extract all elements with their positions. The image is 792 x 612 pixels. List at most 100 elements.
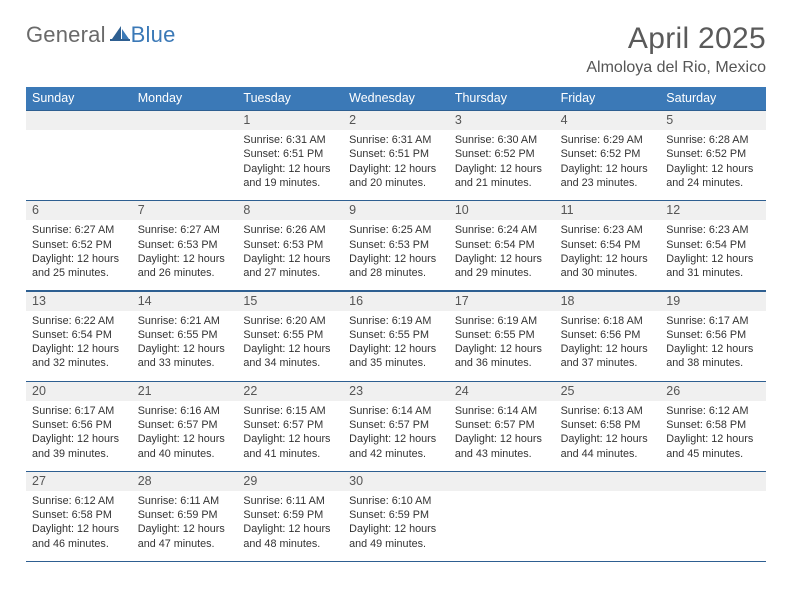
daylight-line: Daylight: 12 hours and 30 minutes. xyxy=(561,252,655,281)
date-number-row: 13141516171819 xyxy=(26,292,766,311)
date-number: 24 xyxy=(449,382,555,401)
sunrise-line: Sunrise: 6:27 AM xyxy=(138,223,232,237)
daylight-line: Daylight: 12 hours and 25 minutes. xyxy=(32,252,126,281)
sunrise-line: Sunrise: 6:30 AM xyxy=(455,133,549,147)
date-cell: Sunrise: 6:26 AMSunset: 6:53 PMDaylight:… xyxy=(237,220,343,290)
sunrise-line: Sunrise: 6:24 AM xyxy=(455,223,549,237)
sunset-line: Sunset: 6:55 PM xyxy=(243,328,337,342)
sunset-line: Sunset: 6:58 PM xyxy=(32,508,126,522)
date-number: 8 xyxy=(237,201,343,220)
week-row: 13141516171819Sunrise: 6:22 AMSunset: 6:… xyxy=(26,290,766,380)
date-number: 15 xyxy=(237,292,343,311)
date-cell: Sunrise: 6:23 AMSunset: 6:54 PMDaylight:… xyxy=(555,220,661,290)
weeks-container: 12345Sunrise: 6:31 AMSunset: 6:51 PMDayl… xyxy=(26,110,766,561)
sunrise-line: Sunrise: 6:23 AM xyxy=(561,223,655,237)
date-number: 13 xyxy=(26,292,132,311)
daylight-line: Daylight: 12 hours and 40 minutes. xyxy=(138,432,232,461)
dow-thursday: Thursday xyxy=(449,87,555,110)
sunrise-line: Sunrise: 6:14 AM xyxy=(349,404,443,418)
date-number: 1 xyxy=(237,111,343,130)
date-number: 10 xyxy=(449,201,555,220)
date-number: 19 xyxy=(660,292,766,311)
date-cell: Sunrise: 6:20 AMSunset: 6:55 PMDaylight:… xyxy=(237,311,343,381)
daylight-line: Daylight: 12 hours and 19 minutes. xyxy=(243,162,337,191)
date-number: 20 xyxy=(26,382,132,401)
date-cell xyxy=(132,130,238,200)
sunrise-line: Sunrise: 6:19 AM xyxy=(455,314,549,328)
date-cell: Sunrise: 6:11 AMSunset: 6:59 PMDaylight:… xyxy=(132,491,238,561)
date-number: 12 xyxy=(660,201,766,220)
sunrise-line: Sunrise: 6:12 AM xyxy=(32,494,126,508)
date-cell: Sunrise: 6:11 AMSunset: 6:59 PMDaylight:… xyxy=(237,491,343,561)
sunset-line: Sunset: 6:54 PM xyxy=(455,238,549,252)
daylight-line: Daylight: 12 hours and 29 minutes. xyxy=(455,252,549,281)
sunrise-line: Sunrise: 6:29 AM xyxy=(561,133,655,147)
sunset-line: Sunset: 6:53 PM xyxy=(138,238,232,252)
daylight-line: Daylight: 12 hours and 43 minutes. xyxy=(455,432,549,461)
header-right: April 2025 Almoloya del Rio, Mexico xyxy=(586,22,766,77)
date-body-row: Sunrise: 6:17 AMSunset: 6:56 PM Daylight:… xyxy=(26,401,766,471)
sunrise-line: Sunrise: 6:28 AM xyxy=(666,133,760,147)
sunrise-line: Sunrise: 6:23 AM xyxy=(666,223,760,237)
date-number: 7 xyxy=(132,201,238,220)
week-row: 27282930Sunrise: 6:12 AMSunset: 6:58 PMD… xyxy=(26,471,766,561)
sunset-line: Sunset: 6:55 PM xyxy=(349,328,443,342)
date-body-row: Sunrise: 6:27 AMSunset: 6:52 PMDaylight:… xyxy=(26,220,766,290)
brand-logo: General Blue xyxy=(26,22,176,48)
sunset-line: Sunset: 6:56 PM xyxy=(32,418,126,432)
daylight-line: Daylight: 12 hours and 21 minutes. xyxy=(455,162,549,191)
sunrise-line: Sunrise: 6:31 AM xyxy=(243,133,337,147)
daylight-line: Daylight: 12 hours and 27 minutes. xyxy=(243,252,337,281)
sunrise-line: Sunrise: 6:17 AM xyxy=(32,404,126,418)
daylight-line: Daylight: 12 hours and 20 minutes. xyxy=(349,162,443,191)
daylight-line: Daylight: 12 hours and 33 minutes. xyxy=(138,342,232,371)
sunset-line: Sunset: 6:54 PM xyxy=(561,238,655,252)
date-number xyxy=(132,111,238,130)
date-cell: Sunrise: 6:29 AMSunset: 6:52 PMDaylight:… xyxy=(555,130,661,200)
daylight-line: Daylight: 12 hours and 35 minutes. xyxy=(349,342,443,371)
dow-tuesday: Tuesday xyxy=(237,87,343,110)
date-number: 18 xyxy=(555,292,661,311)
sunrise-line: Sunrise: 6:20 AM xyxy=(243,314,337,328)
date-cell: Sunrise: 6:16 AMSunset: 6:57 PMDaylight:… xyxy=(132,401,238,471)
sunrise-line: Sunrise: 6:25 AM xyxy=(349,223,443,237)
daylight-line: Daylight: 12 hours and 45 minutes. xyxy=(666,432,760,461)
sunset-line: Sunset: 6:51 PM xyxy=(243,147,337,161)
date-body-row: Sunrise: 6:31 AMSunset: 6:51 PMDaylight:… xyxy=(26,130,766,200)
daylight-line: Daylight: 12 hours and 34 minutes. xyxy=(243,342,337,371)
date-cell: Sunrise: 6:12 AMSunset: 6:58 PMDaylight:… xyxy=(26,491,132,561)
sunset-line: Sunset: 6:52 PM xyxy=(455,147,549,161)
date-cell: Sunrise: 6:22 AMSunset: 6:54 PMDaylight:… xyxy=(26,311,132,381)
date-number: 16 xyxy=(343,292,449,311)
date-cell: Sunrise: 6:19 AMSunset: 6:55 PMDaylight:… xyxy=(449,311,555,381)
date-cell: Sunrise: 6:27 AMSunset: 6:53 PMDaylight:… xyxy=(132,220,238,290)
daylight-line: Daylight: 12 hours and 31 minutes. xyxy=(666,252,760,281)
sunrise-line: Sunrise: 6:17 AM xyxy=(666,314,760,328)
date-cell: Sunrise: 6:21 AMSunset: 6:55 PMDaylight:… xyxy=(132,311,238,381)
sunset-line: Sunset: 6:54 PM xyxy=(32,328,126,342)
date-number-row: 6789101112 xyxy=(26,201,766,220)
date-number: 30 xyxy=(343,472,449,491)
date-cell: Sunrise: 6:10 AMSunset: 6:59 PMDaylight:… xyxy=(343,491,449,561)
date-cell: Sunrise: 6:24 AMSunset: 6:54 PMDaylight:… xyxy=(449,220,555,290)
daylight-line: Daylight: 12 hours and 48 minutes. xyxy=(243,522,337,551)
date-number: 21 xyxy=(132,382,238,401)
sunset-line: Sunset: 6:55 PM xyxy=(455,328,549,342)
dow-wednesday: Wednesday xyxy=(343,87,449,110)
daylight-line: Daylight: 12 hours and 23 minutes. xyxy=(561,162,655,191)
week-row: 12345Sunrise: 6:31 AMSunset: 6:51 PMDayl… xyxy=(26,110,766,200)
sunrise-line: Sunrise: 6:16 AM xyxy=(138,404,232,418)
sunrise-line: Sunrise: 6:21 AM xyxy=(138,314,232,328)
date-number: 5 xyxy=(660,111,766,130)
date-number xyxy=(26,111,132,130)
sunrise-line: Sunrise: 6:19 AM xyxy=(349,314,443,328)
location-subtitle: Almoloya del Rio, Mexico xyxy=(586,59,766,77)
daylight-line: Daylight: 12 hours and 26 minutes. xyxy=(138,252,232,281)
sunrise-line: Sunrise: 6:12 AM xyxy=(666,404,760,418)
sunset-line: Sunset: 6:58 PM xyxy=(561,418,655,432)
date-cell: Sunrise: 6:25 AMSunset: 6:53 PMDaylight:… xyxy=(343,220,449,290)
date-number: 17 xyxy=(449,292,555,311)
date-cell xyxy=(555,491,661,561)
daylight-line: Daylight: 12 hours and 41 minutes. xyxy=(243,432,337,461)
day-of-week-header: Sunday Monday Tuesday Wednesday Thursday… xyxy=(26,87,766,110)
